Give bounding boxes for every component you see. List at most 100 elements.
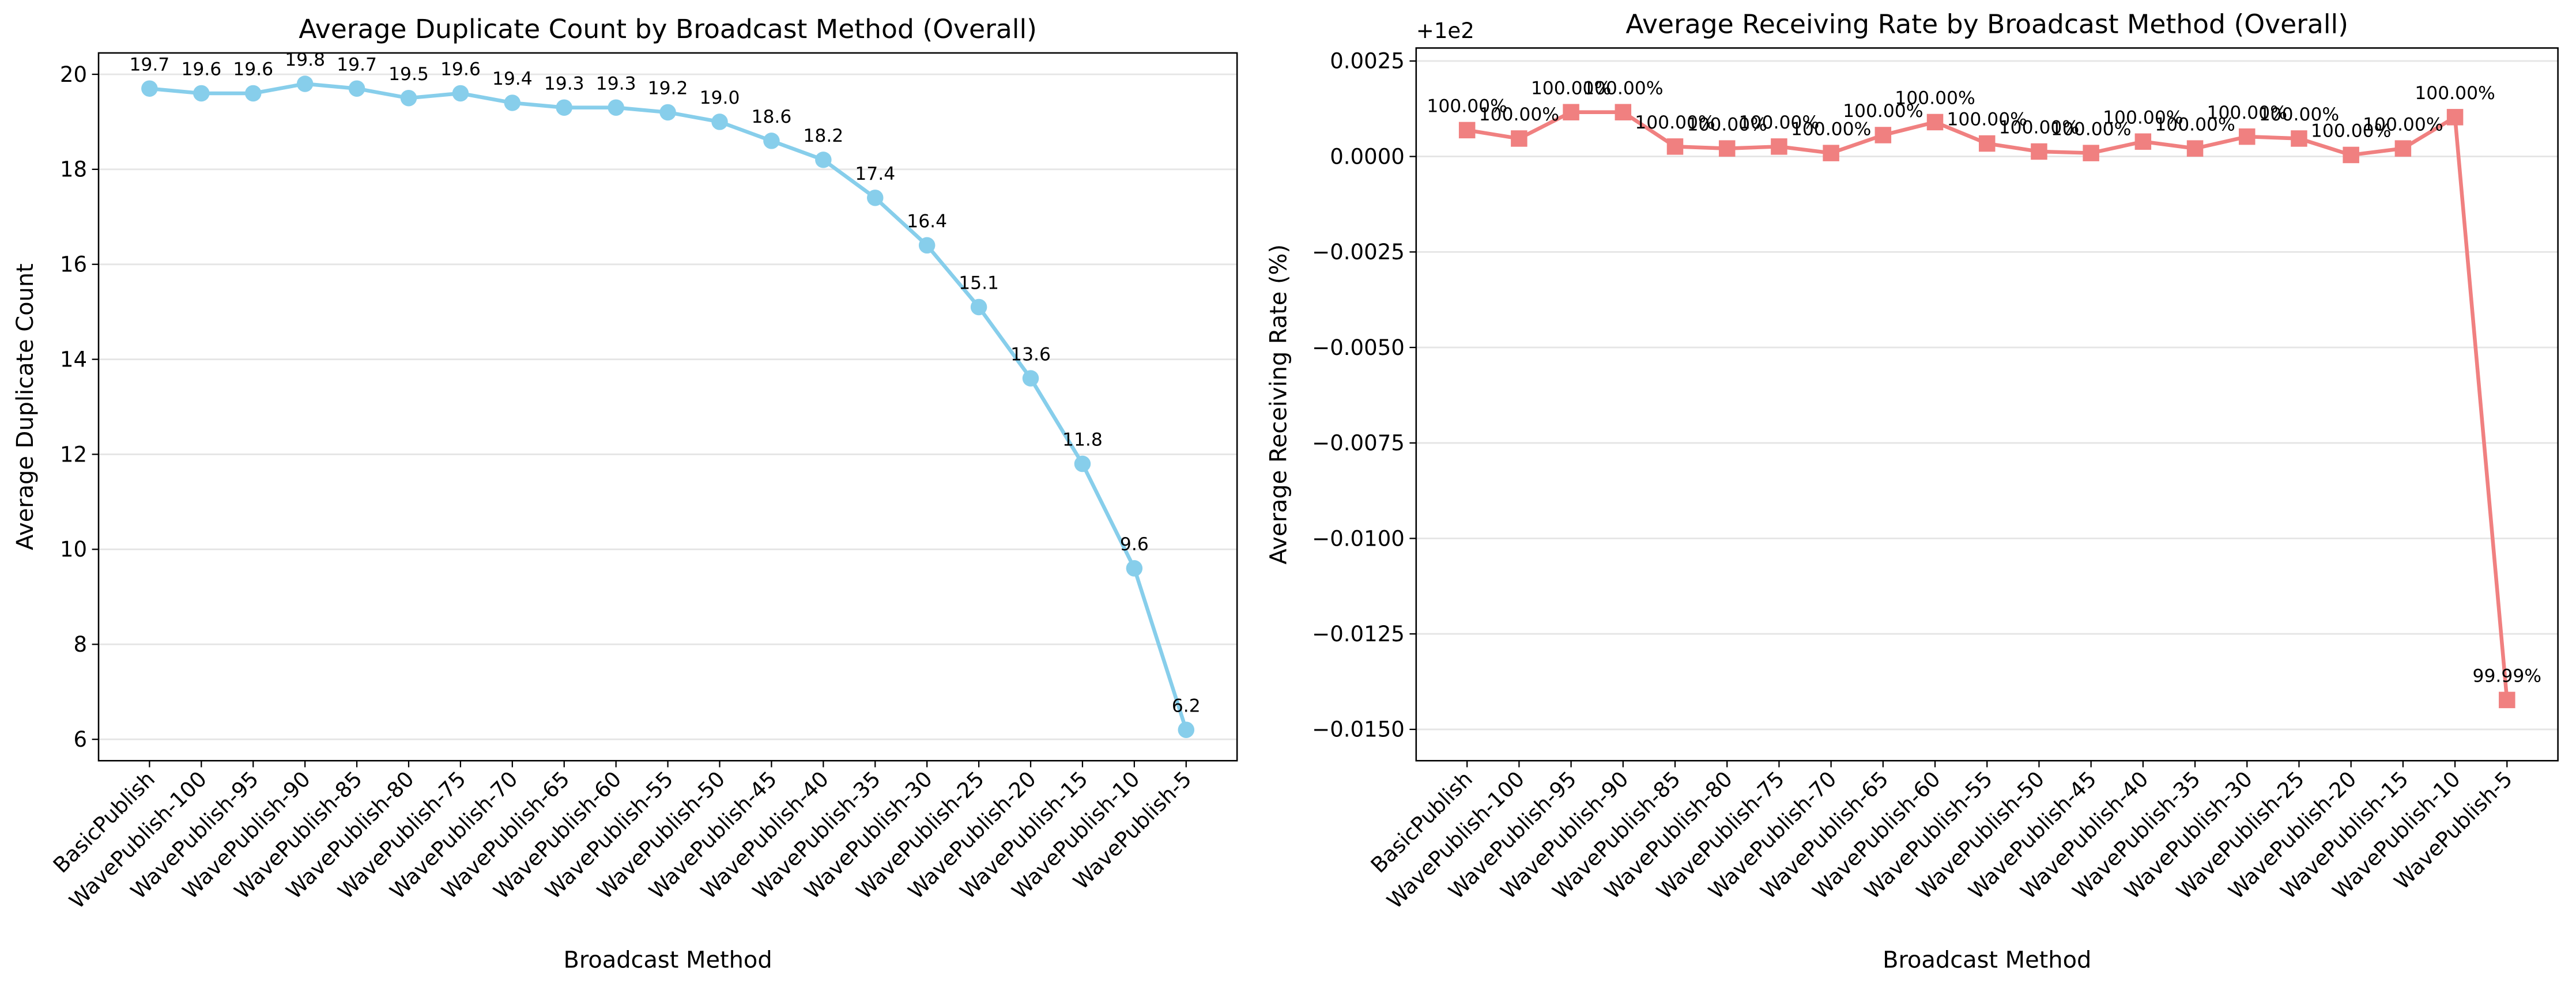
data-point xyxy=(1126,560,1143,577)
data-point xyxy=(1615,104,1632,120)
data-point xyxy=(193,85,210,102)
data-line xyxy=(149,82,1188,731)
value-label: 6.2 xyxy=(1172,695,1201,716)
value-label: 100.00% xyxy=(1739,112,1819,133)
y-axis-label: Average Receiving Rate (%) xyxy=(1266,244,1292,565)
y-tick-label: 12 xyxy=(60,442,87,467)
data-point xyxy=(1022,370,1039,387)
value-label: 19.3 xyxy=(544,73,584,94)
data-point xyxy=(1666,138,1684,155)
y-tick-label: 18 xyxy=(60,157,87,182)
data-point xyxy=(2239,128,2256,145)
data-point xyxy=(711,114,728,130)
chart-title: Average Receiving Rate by Broadcast Meth… xyxy=(1625,9,2348,40)
data-point xyxy=(1563,104,1579,120)
value-label: 99.99% xyxy=(2473,666,2542,687)
y-tick-label: 14 xyxy=(60,347,87,372)
data-point xyxy=(1178,721,1195,738)
y-tick-label: −0.0100 xyxy=(1312,526,1405,551)
value-label: 19.0 xyxy=(700,88,740,108)
value-label: 100.00% xyxy=(1791,119,1871,139)
value-label: 100.00% xyxy=(2103,107,2183,128)
data-point xyxy=(1074,455,1091,472)
value-label: 100.00% xyxy=(2155,114,2235,135)
data-point xyxy=(244,85,262,102)
value-label: 100.00% xyxy=(2363,114,2443,135)
data-point xyxy=(1511,130,1528,147)
data-point xyxy=(1771,138,1787,155)
data-point xyxy=(452,85,469,102)
value-label: 100.00% xyxy=(1895,88,1975,109)
data-point xyxy=(556,99,572,116)
data-point xyxy=(1458,122,1476,139)
value-label: 100.00% xyxy=(2051,119,2131,139)
value-label: 100.00% xyxy=(2311,121,2391,142)
chart-title: Average Duplicate Count by Broadcast Met… xyxy=(299,14,1037,44)
y-tick-label: 6 xyxy=(73,727,87,752)
value-label: 18.6 xyxy=(752,107,792,127)
value-label: 19.3 xyxy=(596,73,636,94)
data-line xyxy=(1466,110,2509,701)
value-label: 100.00% xyxy=(1479,104,1559,125)
value-label: 16.4 xyxy=(907,211,947,232)
value-label: 18.2 xyxy=(803,126,843,146)
data-point xyxy=(348,80,365,97)
y-tick-label: −0.0125 xyxy=(1312,622,1405,646)
value-label: 100.00% xyxy=(1687,114,1767,135)
data-point xyxy=(659,104,676,121)
axes-frame xyxy=(97,52,1238,762)
y-tick-label: −0.0025 xyxy=(1312,240,1405,264)
value-label: 19.6 xyxy=(440,59,481,80)
value-label: 100.00% xyxy=(1999,118,2079,138)
data-point xyxy=(2343,146,2359,164)
value-label: 19.4 xyxy=(492,69,533,89)
data-point xyxy=(2291,130,2307,147)
value-label: 100.00% xyxy=(2259,104,2339,125)
data-point xyxy=(1823,145,1839,161)
value-label: 100.00% xyxy=(1843,101,1923,122)
data-point xyxy=(867,190,884,206)
value-label: 19.5 xyxy=(389,64,429,85)
data-point xyxy=(141,80,158,97)
value-label: 13.6 xyxy=(1010,344,1051,365)
y-tick-label: −0.0150 xyxy=(1312,717,1405,742)
offset-text: +1e2 xyxy=(1416,18,1474,43)
y-tick-label: 8 xyxy=(73,632,87,657)
y-axis-label: Average Duplicate Count xyxy=(12,263,39,550)
value-label: 100.00% xyxy=(1635,112,1715,133)
y-tick-label: 16 xyxy=(60,252,87,277)
data-point xyxy=(2446,109,2464,126)
data-point xyxy=(2394,140,2412,157)
y-tick-label: −0.0050 xyxy=(1312,335,1405,360)
y-tick-label: 10 xyxy=(60,537,87,562)
data-point xyxy=(608,99,624,116)
value-label: 17.4 xyxy=(855,164,895,184)
value-label: 19.8 xyxy=(285,50,325,70)
data-point xyxy=(2186,140,2204,157)
value-label: 100.00% xyxy=(2415,83,2495,104)
data-point xyxy=(1926,114,1944,131)
data-point xyxy=(918,237,936,254)
data-point xyxy=(296,75,314,92)
data-point xyxy=(504,94,521,111)
data-point xyxy=(400,89,417,107)
value-label: 11.8 xyxy=(1062,430,1103,451)
data-point xyxy=(970,298,987,316)
value-label: 100.00% xyxy=(1583,78,1663,99)
value-label: 9.6 xyxy=(1120,534,1149,555)
x-axis-label: Broadcast Method xyxy=(1883,947,2091,973)
value-label: 19.7 xyxy=(337,54,377,75)
data-point xyxy=(2031,143,2047,160)
value-label: 19.7 xyxy=(129,54,169,75)
value-label: 100.00% xyxy=(1947,109,2027,130)
y-tick-label: 20 xyxy=(60,62,87,87)
data-point xyxy=(2083,145,2099,161)
x-axis-label: Broadcast Method xyxy=(563,947,772,973)
data-point xyxy=(2134,133,2152,150)
data-point xyxy=(1718,140,1736,157)
value-label: 19.2 xyxy=(648,78,688,99)
data-point xyxy=(815,152,832,168)
value-label: 19.6 xyxy=(233,59,273,80)
data-point xyxy=(2499,691,2515,709)
